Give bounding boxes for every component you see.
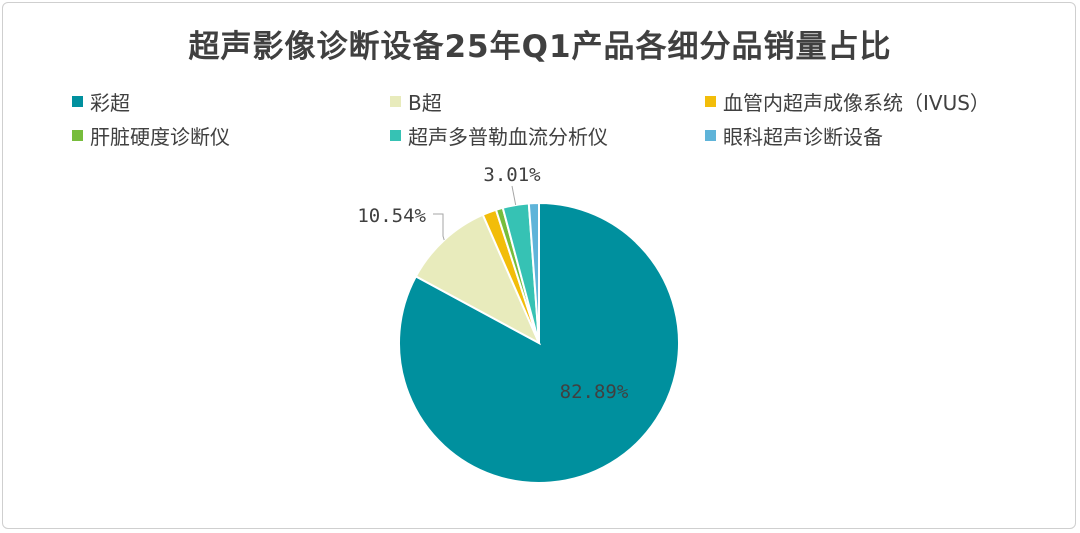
data-labels: 82.89% 10.54% 3.01% xyxy=(357,164,629,403)
legend-item-doppler-flow-analyzer: 超声多普勒血流分析仪 xyxy=(390,122,705,149)
legend-swatch-ophthalmic-ultrasound xyxy=(705,129,716,141)
data-label-doppler-flow-analyzer: 3.01% xyxy=(483,164,541,186)
leader-line-b-mode xyxy=(433,213,445,241)
chart-legend: 彩超 B超 血管内超声成像系统（IVUS） 肝脏硬度诊断仪 超声多普勒血流分析仪… xyxy=(72,88,1062,149)
legend-label-ivus: 血管内超声成像系统（IVUS） xyxy=(723,90,990,115)
legend-swatch-ivus xyxy=(705,95,716,107)
legend-item-liver-elastography: 肝脏硬度诊断仪 xyxy=(72,122,390,149)
leader-line-doppler-flow-analyzer xyxy=(511,185,517,206)
data-label-b-mode: 10.54% xyxy=(357,205,426,227)
data-label-color-doppler: 82.89% xyxy=(560,381,629,403)
slice-color-doppler xyxy=(398,201,680,484)
legend-swatch-liver-elastography xyxy=(72,129,83,141)
legend-swatch-doppler-flow-analyzer xyxy=(390,129,401,141)
legend-item-ophthalmic-ultrasound: 眼科超声诊断设备 xyxy=(705,122,1062,149)
legend-label-b-mode: B超 xyxy=(408,90,442,115)
leader-lines xyxy=(433,185,517,241)
legend-swatch-color-doppler xyxy=(72,95,83,107)
chart-title: 超声影像诊断设备25年Q1产品各细分品销量占比 xyxy=(188,29,892,65)
legend-label-liver-elastography: 肝脏硬度诊断仪 xyxy=(90,124,230,149)
slice-ophthalmic-ultrasound xyxy=(527,201,540,344)
pie-slices xyxy=(398,201,680,484)
legend-label-doppler-flow-analyzer: 超声多普勒血流分析仪 xyxy=(408,124,608,149)
legend-swatch-b-mode xyxy=(390,95,401,107)
legend-label-color-doppler: 彩超 xyxy=(90,90,130,115)
legend-item-color-doppler: 彩超 xyxy=(72,88,390,115)
legend-label-ophthalmic-ultrasound: 眼科超声诊断设备 xyxy=(723,124,883,149)
legend-item-b-mode: B超 xyxy=(390,88,705,115)
legend-item-ivus: 血管内超声成像系统（IVUS） xyxy=(705,88,1062,115)
